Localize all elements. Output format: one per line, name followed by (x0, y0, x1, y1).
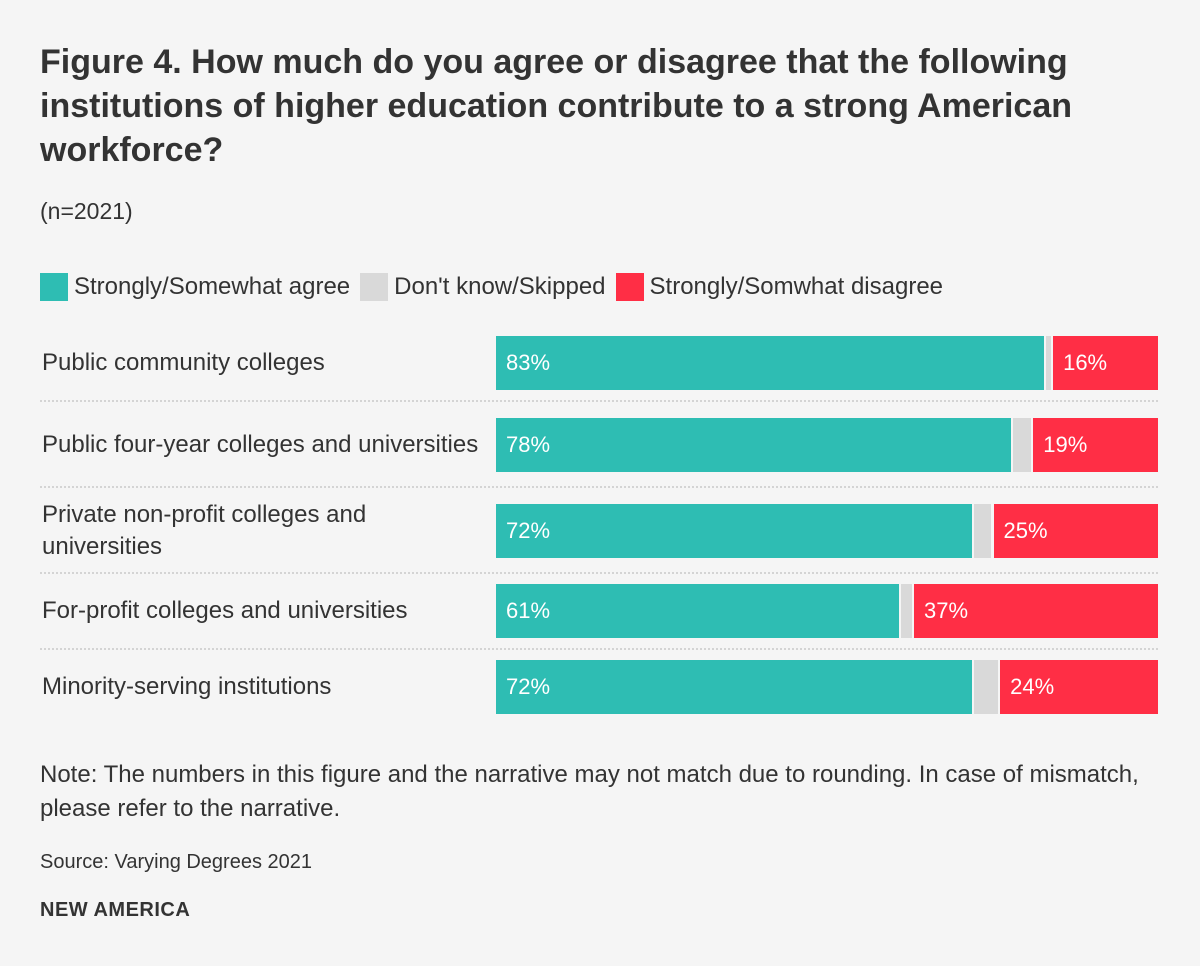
bar-for-profit-disagree (914, 584, 1158, 638)
bar-public-community-agree (496, 336, 1045, 390)
category-label-private-non-profit: Private non-profit colleges and universi… (42, 501, 367, 560)
chart-subtitle: (n=2021) (40, 198, 133, 224)
legend-label-dont-know: Don't know/Skipped (394, 273, 606, 300)
bar-private-non-profit-dont-know (973, 504, 992, 558)
legend-swatch-dont-know (360, 273, 389, 301)
data-label-public-community-disagree: 16% (1063, 350, 1108, 375)
bar-private-non-profit-disagree (993, 504, 1158, 558)
bar-public-four-year-agree (496, 418, 1012, 472)
bar-private-non-profit-agree (496, 504, 972, 558)
category-label-public-four-year: Public four-year colleges and universiti… (42, 431, 479, 458)
data-label-minority-serving-agree: 72% (506, 674, 551, 699)
legend-swatch-disagree (615, 273, 644, 301)
bar-public-community-disagree (1053, 336, 1158, 390)
legend-item-disagree: Strongly/Somwhat disagree (615, 273, 944, 301)
category-label-public-community: Public community colleges (42, 349, 325, 376)
legend: Strongly/Somewhat agree Don't know/Skipp… (40, 270, 953, 304)
bar-minority-serving-dont-know (973, 660, 999, 714)
data-label-public-four-year-agree: 78% (506, 432, 551, 457)
bar-public-four-year-dont-know (1013, 418, 1032, 472)
bar-public-four-year-disagree (1033, 418, 1158, 472)
source-line: Source: Varying Degrees 2021 (40, 851, 313, 873)
footnote: Note: The numbers in this figure and the… (40, 761, 1139, 822)
data-label-for-profit-agree: 61% (506, 598, 551, 623)
stacked-bar-chart: Public community colleges 83% 16% Public fo… (0, 336, 1200, 716)
data-label-for-profit-disagree: 37% (924, 598, 969, 623)
data-label-private-non-profit-agree: 72% (506, 518, 551, 543)
bar-public-community-dont-know (1046, 336, 1052, 390)
data-label-public-community-agree: 83% (506, 350, 551, 375)
data-label-private-non-profit-disagree: 25% (1003, 518, 1048, 543)
chart-title: Figure 4. How much do you agree or disag… (40, 43, 1073, 169)
category-label-for-profit: For-profit colleges and universities (42, 597, 408, 624)
bar-for-profit-agree (496, 584, 899, 638)
legend-label-agree: Strongly/Somewhat agree (74, 273, 351, 300)
data-label-minority-serving-disagree: 24% (1010, 674, 1055, 699)
data-label-public-four-year-disagree: 19% (1043, 432, 1088, 457)
row-divider (40, 400, 1158, 402)
legend-label-disagree: Strongly/Somwhat disagree (649, 273, 944, 300)
bar-minority-serving-disagree (1000, 660, 1158, 714)
row-divider (40, 648, 1158, 650)
row-divider (40, 572, 1158, 574)
brand-logo-text: NEW AMERICA (40, 899, 191, 921)
legend-item-agree: Strongly/Somewhat agree (40, 273, 350, 301)
bar-minority-serving-agree (496, 660, 972, 714)
legend-item-dont-know: Don't know/Skipped (360, 273, 606, 301)
bar-for-profit-dont-know (900, 584, 913, 638)
row-divider (40, 486, 1158, 488)
legend-swatch-agree (40, 273, 68, 301)
category-label-minority-serving: Minority-serving institutions (42, 673, 332, 700)
